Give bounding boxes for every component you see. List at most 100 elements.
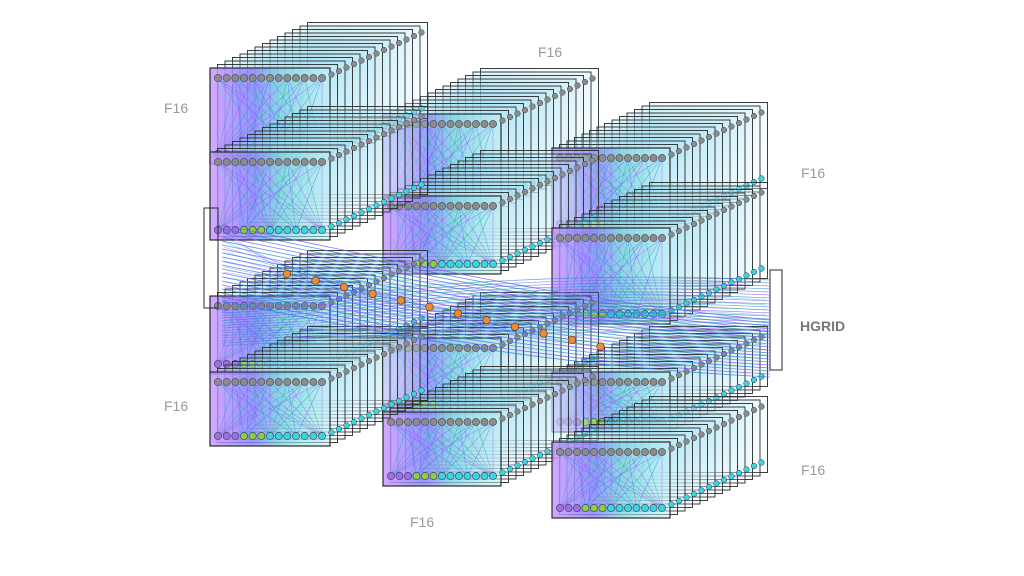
node-back xyxy=(713,424,720,431)
node-bottom xyxy=(472,260,480,268)
node-top xyxy=(658,154,666,162)
node-top xyxy=(412,202,421,210)
hgrid-link xyxy=(221,323,771,339)
node-back xyxy=(521,458,529,466)
node-back xyxy=(410,390,418,398)
node-back xyxy=(581,78,589,86)
switch-block-mid-center xyxy=(382,150,599,275)
node-back xyxy=(743,116,750,123)
node-back xyxy=(728,123,735,130)
link-line xyxy=(467,205,494,265)
node-top xyxy=(292,378,300,386)
node-back xyxy=(350,60,358,68)
link-line xyxy=(217,381,288,437)
hgrid-link xyxy=(223,286,601,347)
node-top xyxy=(624,154,632,162)
module-label-f16-top-left: F16 xyxy=(164,100,189,116)
node-top xyxy=(300,158,309,166)
node-top xyxy=(641,448,649,456)
node-back xyxy=(551,174,559,182)
node-top xyxy=(455,418,463,426)
hgrid-link xyxy=(221,308,771,326)
node-top xyxy=(309,74,318,82)
node-back xyxy=(380,404,388,412)
node-top xyxy=(429,120,438,128)
link-line xyxy=(390,421,494,477)
node-back xyxy=(690,140,698,148)
node-top xyxy=(556,448,564,456)
node-back xyxy=(499,199,506,206)
hgrid-link xyxy=(221,320,771,336)
node-back xyxy=(566,167,574,175)
switch-block-bottom-left xyxy=(209,326,428,447)
node-back xyxy=(521,246,529,254)
node-top xyxy=(590,234,598,242)
node-back xyxy=(758,189,765,196)
node-back xyxy=(574,164,581,171)
node-top xyxy=(274,158,283,166)
module-label-f16-top-right: F16 xyxy=(801,165,826,181)
node-back xyxy=(589,373,596,380)
node-back xyxy=(713,286,720,293)
node-bottom xyxy=(387,472,395,480)
node-top xyxy=(573,234,581,242)
node-top xyxy=(573,448,581,456)
node-back xyxy=(373,408,380,415)
node-back xyxy=(418,29,425,36)
node-back xyxy=(705,213,713,221)
link-line xyxy=(416,421,460,477)
node-back xyxy=(499,469,506,476)
link-line xyxy=(295,161,305,231)
link-line xyxy=(467,421,477,477)
link-line xyxy=(243,381,305,437)
node-back xyxy=(735,413,743,421)
node-top xyxy=(556,234,564,242)
link-line xyxy=(585,451,646,509)
node-back xyxy=(589,157,596,164)
node-back xyxy=(328,155,335,162)
node-back xyxy=(720,126,728,134)
node-top xyxy=(421,418,429,426)
node-back xyxy=(581,376,589,384)
node-back xyxy=(735,119,743,127)
node-top xyxy=(480,344,489,352)
node-bottom xyxy=(318,226,326,234)
node-top xyxy=(598,234,607,242)
node-back xyxy=(698,431,705,438)
node-top xyxy=(658,378,666,386)
node-top xyxy=(387,418,395,426)
node-back xyxy=(743,410,750,417)
link-line xyxy=(416,205,494,265)
node-back xyxy=(683,438,690,445)
node-top xyxy=(624,234,632,242)
hgrid-link xyxy=(221,276,771,299)
node-back xyxy=(358,57,365,64)
hgrid-link xyxy=(372,293,767,316)
node-back xyxy=(698,217,705,224)
node-back xyxy=(373,202,380,209)
link-line xyxy=(217,161,245,231)
node-top xyxy=(446,120,455,128)
hgrid-link xyxy=(221,296,771,375)
node-top xyxy=(222,378,231,386)
node-top xyxy=(455,344,463,352)
link-line xyxy=(458,421,494,477)
node-bottom xyxy=(240,432,248,440)
node-top xyxy=(240,378,248,386)
hgrid-frame-left xyxy=(203,207,219,309)
link-line xyxy=(576,451,586,509)
link-line xyxy=(295,381,323,437)
link-line xyxy=(217,305,253,365)
hgrid-link xyxy=(571,339,767,351)
node-top xyxy=(318,378,326,386)
node-back xyxy=(328,375,335,382)
hgrid-relay-node xyxy=(396,296,406,305)
link-line xyxy=(559,451,586,509)
node-bottom xyxy=(573,504,581,512)
hgrid-link xyxy=(221,248,771,339)
node-back xyxy=(521,188,529,196)
node-top xyxy=(222,158,231,166)
node-back xyxy=(410,116,418,124)
node-top xyxy=(641,154,649,162)
node-back xyxy=(750,112,758,120)
